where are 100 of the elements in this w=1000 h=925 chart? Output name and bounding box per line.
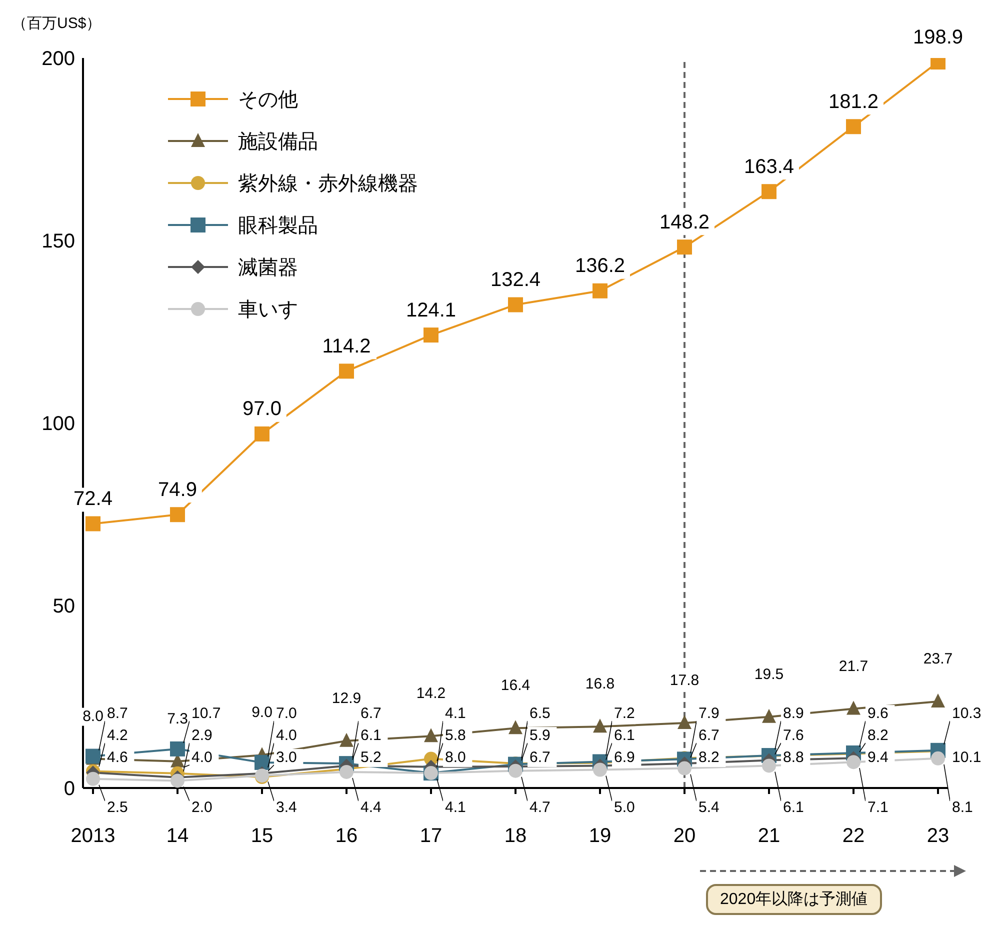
data-label: 3.0 — [276, 748, 297, 766]
data-label: 5.8 — [445, 726, 466, 744]
data-label: 74.9 — [158, 478, 197, 501]
data-label: 4.0 — [276, 726, 297, 744]
point — [254, 754, 270, 770]
data-label: 6.7 — [530, 748, 550, 766]
point — [340, 732, 354, 747]
point — [340, 764, 354, 779]
data-label: 7.0 — [276, 704, 297, 722]
point — [931, 693, 945, 708]
x-tick-label: 16 — [335, 825, 358, 848]
point — [846, 119, 861, 134]
point — [678, 715, 692, 730]
data-label: 4.4 — [360, 798, 382, 816]
text: 2020年以降は予測値 — [706, 884, 882, 915]
data-label: 23.7 — [923, 650, 953, 668]
data-label: 9.6 — [868, 704, 888, 722]
data-label: 7.9 — [698, 704, 720, 722]
point — [762, 758, 776, 773]
point — [508, 720, 522, 734]
y-tick-label: 0 — [64, 778, 75, 800]
data-label: 19.5 — [754, 666, 784, 683]
data-label: 6.1 — [360, 726, 382, 744]
data-label: 6.9 — [614, 748, 635, 766]
legend-label: 眼科製品 — [238, 214, 318, 238]
data-label: 97.0 — [242, 398, 282, 420]
x-tick-label: 21 — [758, 825, 780, 848]
x-tick-label: 17 — [420, 825, 442, 848]
data-label: 16.8 — [585, 676, 615, 693]
data-label: 198.9 — [912, 26, 964, 48]
point — [508, 297, 523, 312]
data-label: 8.0 — [82, 708, 104, 725]
legend-label: その他 — [238, 88, 298, 112]
data-label: 6.5 — [530, 704, 550, 722]
data-label: 5.9 — [530, 726, 550, 744]
data-label: 21.7 — [838, 658, 868, 675]
point — [846, 755, 860, 770]
legend-label: 施設備品 — [238, 130, 318, 154]
data-label: 2.9 — [192, 726, 212, 744]
data-label: 6.1 — [614, 726, 635, 744]
data-label: 3.4 — [276, 798, 297, 816]
data-label: 7.1 — [868, 798, 888, 816]
point — [931, 751, 945, 766]
point — [846, 700, 860, 715]
data-label: 5.4 — [698, 798, 720, 816]
y-tick-label: 200 — [42, 48, 75, 70]
point — [593, 762, 607, 777]
legend-label: 紫外線・赤外線機器 — [238, 172, 418, 196]
y-tick-label: 150 — [42, 230, 75, 253]
data-label: 12.9 — [332, 690, 362, 707]
data-label: 4.1 — [445, 704, 466, 722]
data-label: 2.0 — [192, 798, 212, 816]
point — [170, 507, 185, 522]
data-label: 8.7 — [107, 704, 128, 722]
data-label: 4.6 — [107, 748, 128, 766]
data-label: 124.1 — [406, 299, 456, 322]
point — [678, 761, 692, 776]
data-label: 4.0 — [192, 748, 212, 766]
point — [339, 364, 354, 379]
data-label: 5.0 — [614, 798, 635, 816]
data-label: 136.2 — [574, 255, 626, 278]
point — [508, 764, 522, 778]
x-tick-label: 22 — [842, 825, 865, 848]
point — [593, 718, 607, 733]
data-label: 163.4 — [744, 156, 794, 178]
data-label: 7.2 — [614, 704, 635, 722]
data-label: 7.3 — [167, 710, 188, 728]
point — [170, 774, 184, 788]
point — [592, 283, 608, 298]
legend-label: 滅菌器 — [238, 256, 298, 280]
data-label: 10.1 — [952, 748, 982, 766]
data-label: 8.0 — [445, 748, 466, 766]
data-label: 9.4 — [868, 748, 888, 766]
data-label: 8.8 — [783, 748, 804, 766]
x-tick-label: 23 — [926, 825, 950, 848]
data-label: 8.2 — [698, 748, 720, 766]
legend-label: 車いす — [238, 298, 298, 322]
point — [424, 328, 438, 343]
data-label: 181.2 — [828, 90, 879, 113]
point — [86, 516, 100, 532]
data-label: 6.7 — [698, 726, 720, 744]
data-label: 4.2 — [107, 726, 128, 744]
y-tick-label: 100 — [42, 413, 75, 436]
x-tick-label: 2013 — [70, 825, 116, 848]
x-tick-label: 15 — [250, 825, 274, 848]
text: （百万US$） — [12, 14, 102, 33]
data-label: 10.3 — [952, 704, 982, 722]
x-tick-label: 14 — [166, 825, 189, 848]
data-label: 4.1 — [445, 798, 466, 816]
point — [424, 728, 438, 742]
data-label: 9.0 — [252, 704, 272, 722]
data-label: 16.4 — [500, 677, 530, 694]
data-label: 6.7 — [360, 704, 382, 722]
data-label: 72.4 — [74, 488, 112, 510]
data-label: 114.2 — [322, 335, 371, 358]
data-label: 10.7 — [192, 704, 221, 722]
point — [677, 240, 692, 255]
point — [762, 708, 776, 723]
data-label: 17.8 — [670, 672, 700, 689]
x-tick-label: 20 — [673, 825, 696, 848]
